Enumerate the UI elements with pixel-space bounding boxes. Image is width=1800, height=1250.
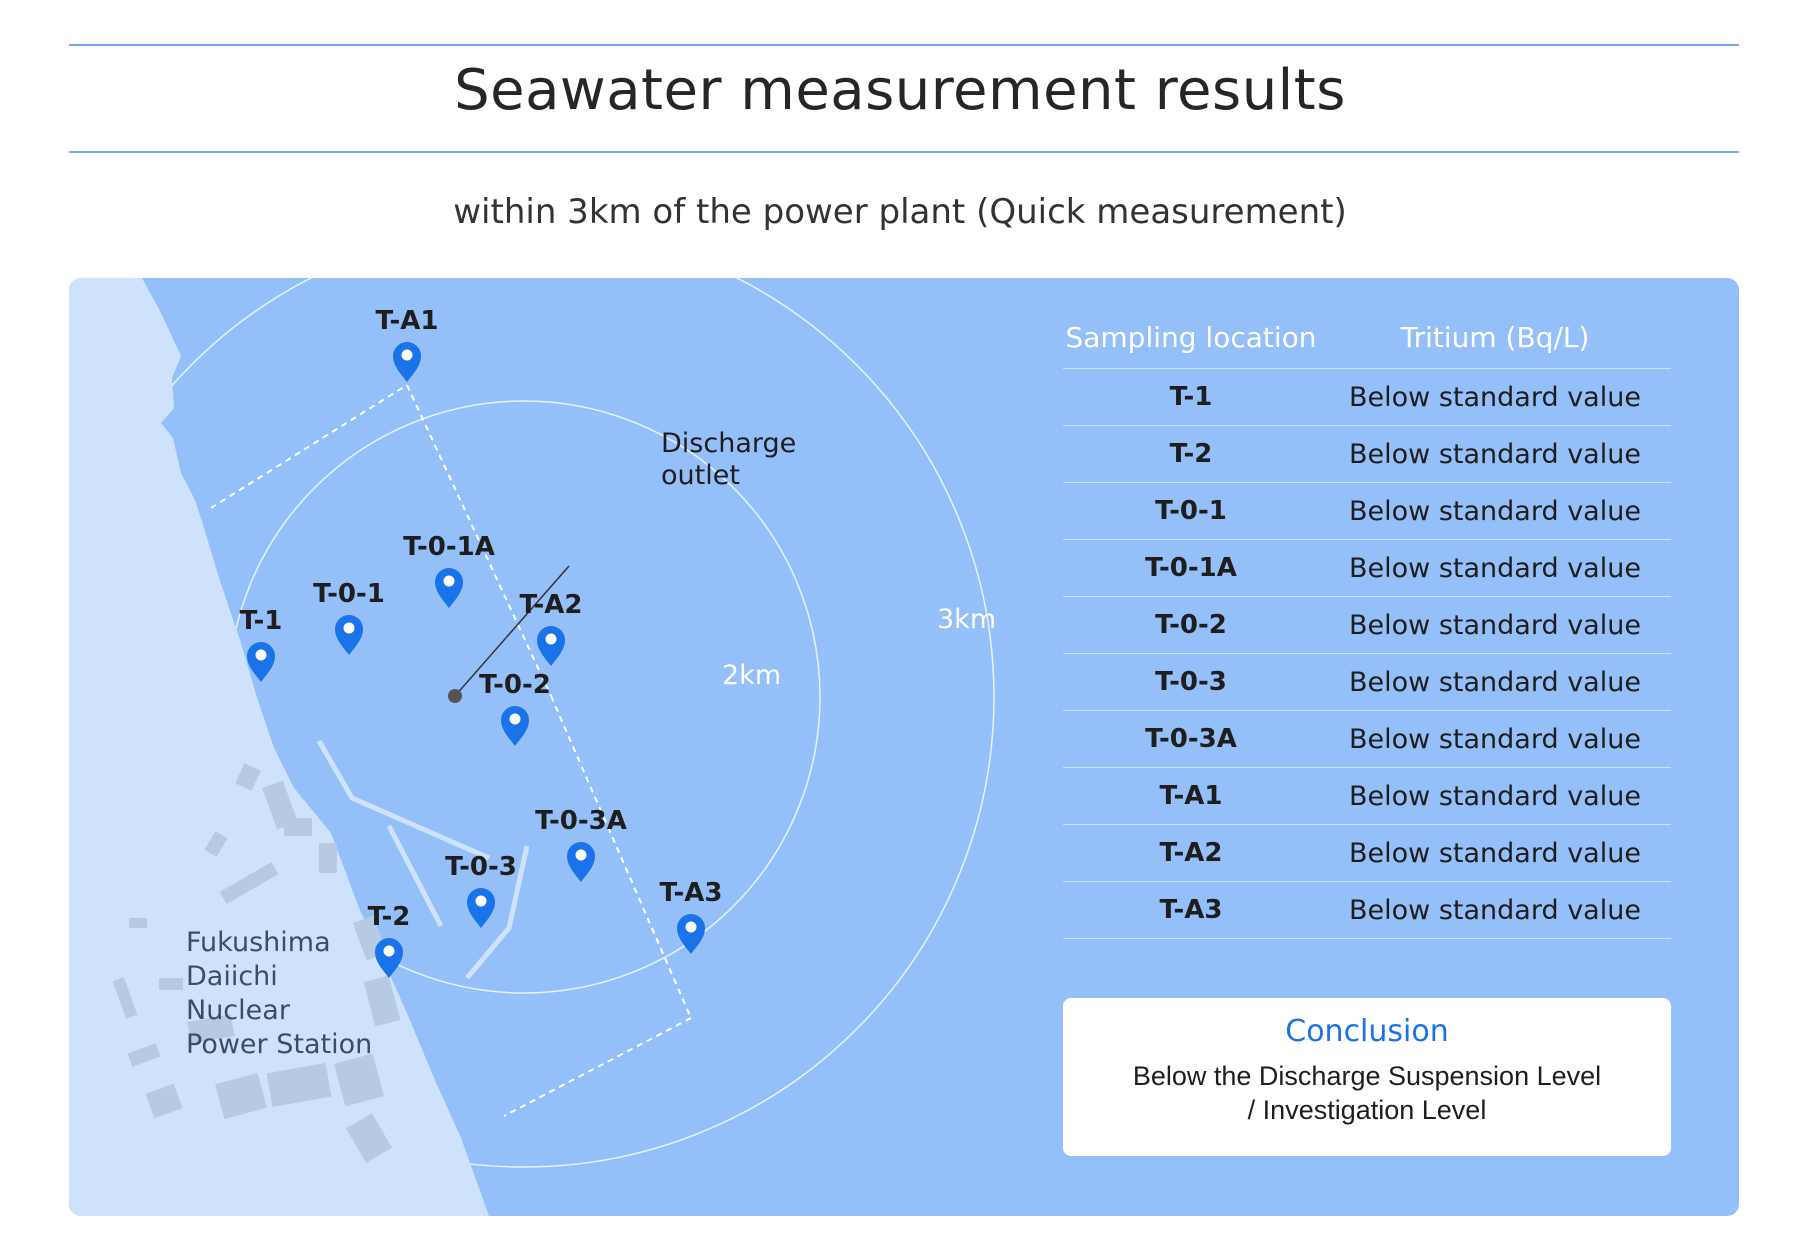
cell-location: T-1 (1169, 382, 1213, 412)
cell-location: T-2 (1169, 439, 1213, 469)
map-pin-icon[interactable] (335, 615, 363, 655)
conclusion-title: Conclusion (1285, 1014, 1449, 1049)
map-pin-icon[interactable] (677, 914, 705, 954)
map-pin-label: T-0-3A (535, 806, 627, 836)
map-pin-label: T-A1 (375, 306, 439, 336)
cell-tritium: Below standard value (1349, 495, 1641, 527)
map-pin-icon[interactable] (501, 706, 529, 746)
plant-label: Fukushima Daiichi Nuclear Power Station (186, 926, 372, 1062)
table-row: T-0-3 Below standard value (1063, 654, 1671, 711)
discharge-outlet-label: Discharge outlet (661, 428, 796, 492)
results-table: Sampling location Tritium (Bq/L) T-1 Belo… (1063, 306, 1671, 939)
map-pin-label: T-1 (239, 606, 283, 636)
plant-label-line1: Fukushima (186, 927, 331, 958)
cell-tritium: Below standard value (1349, 552, 1641, 584)
map-pin-label: T-A2 (519, 590, 583, 620)
table-header: Sampling location Tritium (Bq/L) (1063, 306, 1671, 369)
conclusion-text: Below the Discharge Suspension Level / I… (1063, 1059, 1671, 1127)
conclusion-line2: / Investigation Level (1247, 1095, 1487, 1125)
map-pin-icon[interactable] (375, 938, 403, 978)
plant-label-line3: Nuclear (186, 995, 290, 1026)
header-tritium: Tritium (Bq/L) (1400, 320, 1590, 354)
cell-location: T-0-3A (1145, 724, 1237, 754)
conclusion-box: Conclusion Below the Discharge Suspensio… (1063, 998, 1671, 1156)
map-pin-icon[interactable] (467, 888, 495, 928)
map-pin-icon[interactable] (393, 342, 421, 382)
map-pin-label: T-0-1A (403, 532, 495, 562)
table-row: T-A3 Below standard value (1063, 882, 1671, 939)
cell-location: T-0-1A (1145, 553, 1237, 583)
header-location: Sampling location (1065, 320, 1317, 354)
table-row: T-A1 Below standard value (1063, 768, 1671, 825)
top-rule (69, 44, 1739, 46)
discharge-outlet-line2: outlet (661, 460, 740, 491)
discharge-outlet-point (448, 689, 462, 703)
cell-tritium: Below standard value (1349, 381, 1641, 413)
ring-label-3km: 3km (937, 604, 997, 635)
table-row: T-2 Below standard value (1063, 426, 1671, 483)
page-title: Seawater measurement results (454, 58, 1346, 123)
plant-label-line2: Daiichi (186, 961, 278, 992)
table-row: T-A2 Below standard value (1063, 825, 1671, 882)
ring-3km (69, 278, 995, 1168)
survey-lines (210, 384, 692, 1117)
cell-location: T-A2 (1159, 838, 1223, 868)
cell-location: T-A1 (1159, 781, 1223, 811)
cell-location: T-0-3 (1155, 667, 1227, 697)
cell-tritium: Below standard value (1349, 894, 1641, 926)
map-pin-label: T-A3 (659, 878, 723, 908)
breakwater (316, 739, 530, 980)
cell-tritium: Below standard value (1349, 609, 1641, 641)
title-underline (69, 151, 1739, 153)
map-pin-label: T-0-3 (445, 852, 517, 882)
conclusion-line1: Below the Discharge Suspension Level (1132, 1061, 1602, 1091)
cell-tritium: Below standard value (1349, 837, 1641, 869)
table-row: T-0-1 Below standard value (1063, 483, 1671, 540)
cell-tritium: Below standard value (1349, 723, 1641, 755)
table-row: T-0-2 Below standard value (1063, 597, 1671, 654)
page-subtitle: within 3km of the power plant (Quick mea… (453, 192, 1347, 232)
map-pin-icon[interactable] (537, 626, 565, 666)
table-row: T-0-3A Below standard value (1063, 711, 1671, 768)
map-pin-icon[interactable] (247, 642, 275, 682)
plant-buildings (112, 763, 401, 1163)
map-panel: Discharge outlet 2km 3km Fukushima Daiic… (69, 278, 1739, 1216)
table-row: T-1 Below standard value (1063, 369, 1671, 426)
map-pin-icon[interactable] (435, 568, 463, 608)
map-pin-label: T-0-1 (313, 579, 385, 609)
discharge-outlet-line1: Discharge (661, 428, 797, 459)
ring-label-2km: 2km (722, 660, 782, 691)
map-pin-icon[interactable] (567, 842, 595, 882)
cell-location: T-A3 (1159, 895, 1223, 925)
discharge-callout-line (454, 565, 570, 697)
cell-tritium: Below standard value (1349, 438, 1641, 470)
cell-location: T-0-2 (1155, 610, 1227, 640)
map-canvas (69, 278, 995, 1216)
map-pin-label: T-0-2 (479, 670, 551, 700)
cell-tritium: Below standard value (1349, 666, 1641, 698)
table-row: T-0-1A Below standard value (1063, 540, 1671, 597)
map-pin-label: T-2 (367, 902, 411, 932)
plant-label-line4: Power Station (186, 1029, 373, 1060)
cell-location: T-0-1 (1155, 496, 1227, 526)
cell-tritium: Below standard value (1349, 780, 1641, 812)
